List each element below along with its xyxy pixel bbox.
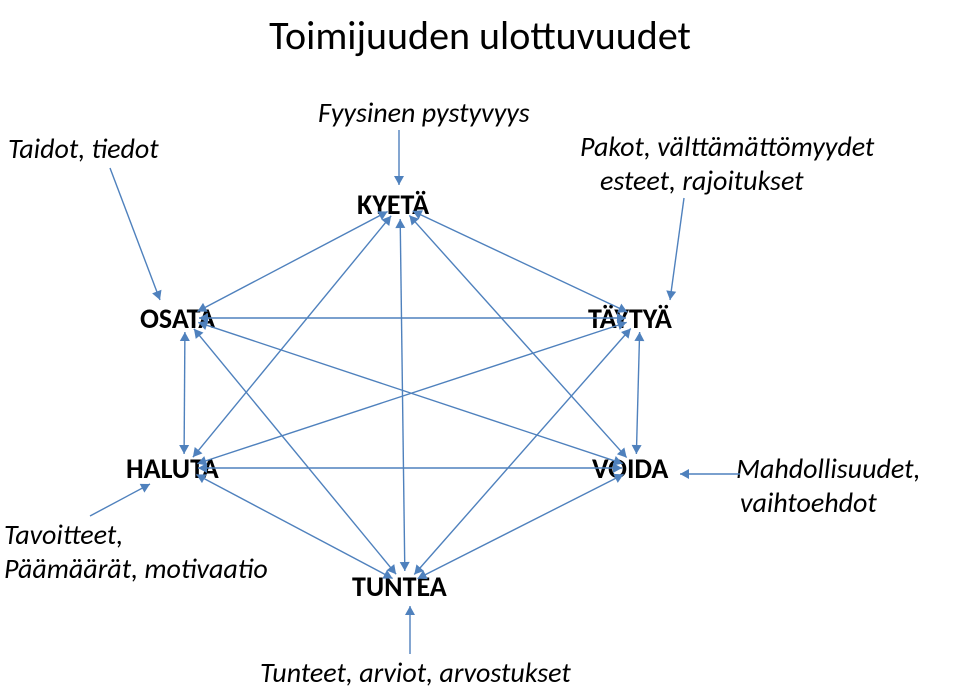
label-tunteet: Tunteet, arviot, arvostukset bbox=[260, 656, 571, 690]
label-taidot-tiedot: Taidot, tiedot bbox=[8, 132, 159, 166]
page-title: Toimijuuden ulottuvuudet bbox=[269, 12, 691, 60]
label-tavoitteet-line1: Tavoitteet, bbox=[4, 518, 123, 552]
node-haluta: HALUTA bbox=[126, 452, 219, 486]
node-osata: OSATA bbox=[140, 302, 215, 336]
node-taytya: TÄYTYÄ bbox=[588, 302, 672, 336]
diagram-stage: Toimijuuden ulottuvuudet Fyysinen pystyv… bbox=[0, 0, 960, 698]
label-tavoitteet-line2: Päämäärät, motivaatio bbox=[4, 552, 268, 586]
label-mahdollisuudet-line1: Mahdollisuudet, bbox=[736, 452, 920, 486]
node-tuntea: TUNTEA bbox=[352, 570, 447, 604]
label-fyysinen-pystyvyys: Fyysinen pystyvyys bbox=[318, 96, 530, 130]
label-mahdollisuudet-line2: vaihtoehdot bbox=[740, 486, 877, 520]
label-pakot-line2: esteet, rajoitukset bbox=[600, 164, 804, 198]
node-voida: VOIDA bbox=[592, 452, 668, 486]
label-pakot-line1: Pakot, välttämättömyydet bbox=[580, 130, 874, 164]
node-kyeta: KYETÄ bbox=[357, 188, 429, 222]
